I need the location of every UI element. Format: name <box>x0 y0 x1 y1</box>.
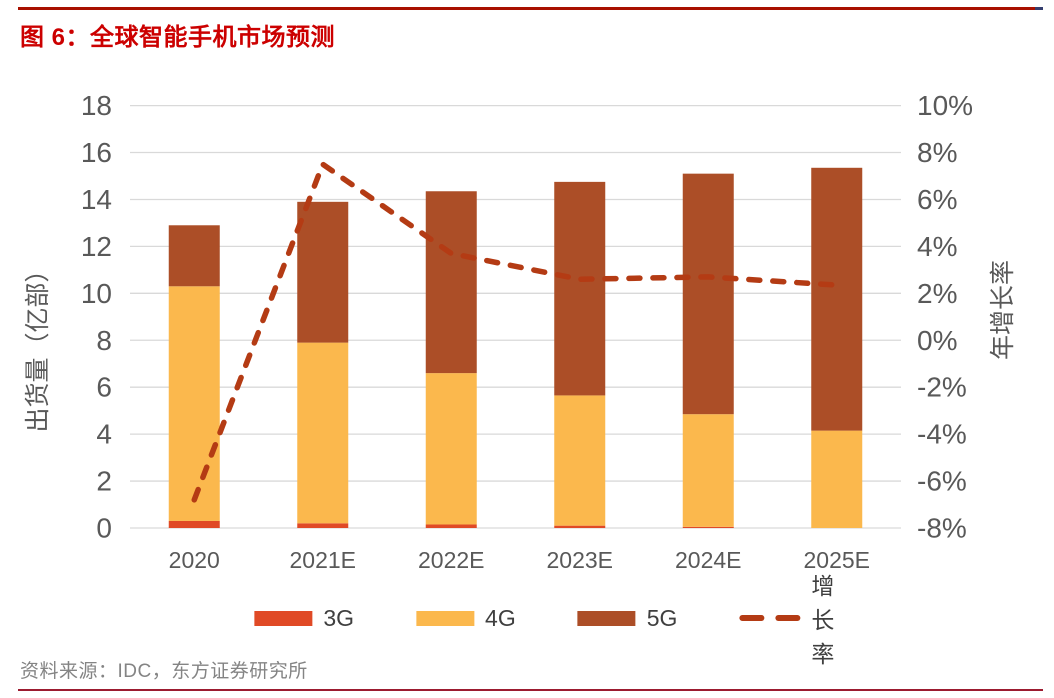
y-axis-tick-right: 4% <box>917 231 957 262</box>
y-axis-tick-left: 2 <box>96 466 112 497</box>
legend-item-growth-rate: 增长率 <box>739 567 834 669</box>
y-axis-tick-left: 18 <box>81 90 112 121</box>
y-axis-tick-left: 10 <box>81 278 112 309</box>
y-axis-tick-left: 8 <box>96 325 112 356</box>
bar-segment-4g-2025E <box>811 430 863 528</box>
y-axis-tick-right: 0% <box>917 325 957 356</box>
bar-segment-5g-2023E <box>554 181 606 396</box>
bar-segment-5g-2024E <box>682 173 734 415</box>
y-axis-tick-left: 12 <box>81 231 112 262</box>
legend-swatch-4g <box>416 610 475 626</box>
bar-segment-5g-2025E <box>811 167 863 431</box>
bar-segment-3g-2021E <box>297 523 349 528</box>
y-axis-tick-right: -2% <box>917 372 967 403</box>
legend-label-4g: 4G <box>485 604 516 631</box>
growth-line-layer <box>191 161 840 503</box>
legend-label-3g: 3G <box>323 604 355 631</box>
dash-icon <box>775 615 801 621</box>
bars-layer <box>168 167 863 528</box>
legend-item-5g: 5G <box>577 604 678 632</box>
bar-segment-5g-2022E <box>425 191 477 374</box>
y-axis-tick-right: -4% <box>917 419 967 450</box>
x-axis-tick: 2025E <box>803 547 870 573</box>
chart-legend: 3G 4G 5G 增长率 <box>254 573 834 667</box>
y-axis-tick-left: 14 <box>81 184 112 215</box>
source-attribution: 资料来源：IDC，东方证券研究所 <box>20 661 308 682</box>
bar-segment-4g-2021E <box>297 342 349 524</box>
y-axis-tick-left: 0 <box>96 513 112 544</box>
bar-segment-3g-2024E <box>682 526 734 528</box>
x-axis-tick: 2021E <box>289 547 356 573</box>
bar-segment-5g-2020 <box>168 225 220 287</box>
y-axis-tick-right: -8% <box>917 513 967 544</box>
legend-swatch-5g <box>577 610 636 626</box>
x-axis-tick: 2022E <box>418 547 485 573</box>
tick-labels-layer: 0 -8% 2 -6% 4 -4% 6 -2% 8 0% 10 2% 12 4% 14 6% 16 8% 18 10%… <box>81 90 973 573</box>
top-divider-rule <box>18 7 1043 10</box>
legend-label-growth-rate: 增长率 <box>811 573 835 667</box>
bar-segment-3g-2023E <box>554 525 606 528</box>
dash-icon <box>739 615 765 621</box>
bar-segment-5g-2021E <box>297 201 349 343</box>
y-axis-tick-left: 16 <box>81 137 112 168</box>
bottom-divider-rule <box>18 689 1043 691</box>
y-axis-tick-right: 10% <box>917 90 973 121</box>
y-axis-tick-left: 6 <box>96 372 112 403</box>
figure-title: 图 6：全球智能手机市场预测 <box>20 24 336 51</box>
growth-rate-line <box>191 161 840 503</box>
gridlines-layer <box>130 104 901 529</box>
legend-dashed-line-sample <box>739 615 801 621</box>
bar-segment-3g-2022E <box>425 524 477 528</box>
right-axis-title: 年增长率 <box>989 260 1017 360</box>
y-axis-tick-left: 4 <box>96 419 112 450</box>
bar-segment-4g-2023E <box>554 395 606 526</box>
bar-segment-4g-2020 <box>168 286 220 521</box>
y-axis-tick-right: 2% <box>917 278 957 309</box>
y-axis-tick-right: -6% <box>917 466 967 497</box>
x-axis-tick: 2020 <box>169 547 220 573</box>
bar-segment-3g-2020 <box>168 520 220 528</box>
legend-swatch-3g <box>254 610 313 626</box>
bar-segment-4g-2022E <box>425 373 477 525</box>
bar-segment-4g-2024E <box>682 414 734 527</box>
y-axis-tick-right: 6% <box>917 184 957 215</box>
legend-label-5g: 5G <box>646 604 678 631</box>
legend-item-4g: 4G <box>416 605 516 632</box>
y-axis-tick-right: 8% <box>917 137 957 168</box>
left-axis-title: 出货量（亿部） <box>24 257 52 432</box>
x-axis-tick: 2024E <box>675 547 742 573</box>
x-axis-tick: 2023E <box>546 547 613 573</box>
legend-item-3g: 3G <box>254 605 354 632</box>
